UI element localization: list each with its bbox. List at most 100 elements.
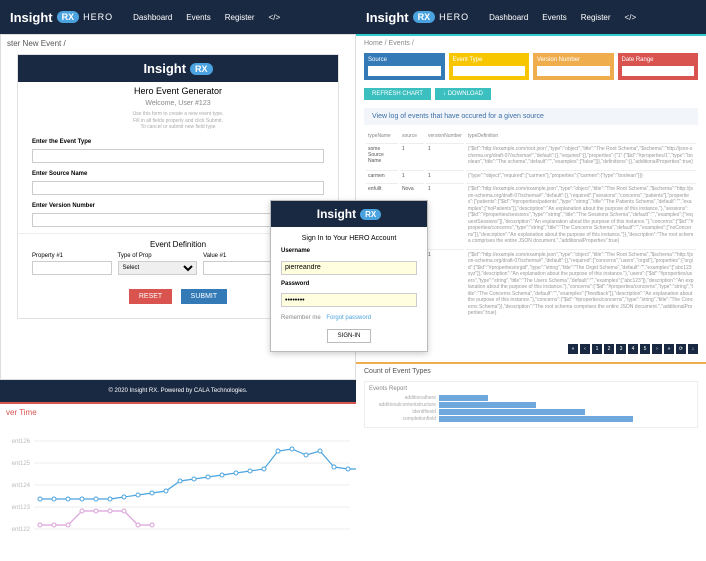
select-type[interactable]: Select [118, 261, 198, 275]
report-bar-row: identifiesid [369, 409, 693, 415]
table-row[interactable]: some Source Name11{"$id":"http://example… [366, 143, 696, 168]
chart-panel: ver Time ent126ent125ent124ent123ent122 [0, 402, 356, 561]
nav-events[interactable]: Events [186, 13, 210, 22]
page-button[interactable]: 3 [616, 344, 626, 354]
line-chart: ent126ent125ent124ent123ent122 [0, 421, 356, 551]
brand-name: Insight [366, 10, 409, 25]
events-report: Events Report additionalhereadditionalco… [364, 381, 698, 428]
filter-select[interactable] [622, 66, 695, 76]
table-row[interactable]: carmen11{"type":"object","required":["ca… [366, 170, 696, 182]
label-type: Type of Prop [118, 253, 198, 259]
page-button[interactable]: » [664, 344, 674, 354]
col-source[interactable]: source [400, 131, 424, 141]
logo: Insight RX HERO [10, 10, 113, 25]
submit-button[interactable]: SUBMIT [181, 289, 227, 304]
filter-row: Source Event Type Version Number Date Ra… [356, 51, 706, 82]
page-button[interactable]: 4 [628, 344, 638, 354]
svg-text:ent126: ent126 [12, 439, 31, 445]
brand-rx-icon: RX [360, 209, 381, 220]
filter-version[interactable]: Version Number [533, 53, 614, 80]
generator-header: Insight RX [18, 55, 338, 82]
filter-event-type[interactable]: Event Type [449, 53, 530, 80]
navbar-left: Insight RX HERO Dashboard Events Registe… [0, 0, 356, 34]
col-def[interactable]: typeDefinition [466, 131, 696, 141]
panel-breadcrumb: ster New Event / [7, 39, 349, 48]
action-row: REFRESH CHART ↓ DOWNLOAD [356, 82, 706, 106]
filter-source[interactable]: Source [364, 53, 445, 80]
brand-rx-icon: RX [190, 63, 213, 75]
count-header: Count of Event Types [356, 362, 706, 379]
svg-text:ent125: ent125 [12, 461, 31, 467]
page-button[interactable]: « [568, 344, 578, 354]
filter-label: Source [368, 57, 441, 63]
filter-select[interactable] [453, 66, 526, 76]
brand-hero: HERO [439, 12, 469, 22]
reset-button[interactable]: RESET [129, 289, 172, 304]
label-password: Password [281, 281, 417, 287]
filter-label: Version Number [537, 57, 610, 63]
filter-label: Event Type [453, 57, 526, 63]
crumb-home[interactable]: Home [364, 40, 383, 47]
nav-register[interactable]: Register [225, 13, 255, 22]
page-button[interactable]: 5 [640, 344, 650, 354]
nav-code[interactable]: </> [625, 13, 637, 22]
input-source-name[interactable] [32, 181, 324, 195]
signin-dialog: Insight RX Sign In to Your HERO Account … [270, 200, 428, 352]
footer: © 2020 Insight RX. Powered by CALA Techn… [0, 380, 356, 402]
crumb-events[interactable]: Events [389, 40, 410, 47]
input-property[interactable] [32, 261, 112, 275]
label-source-name: Enter Source Name [18, 169, 338, 179]
page-button[interactable]: ‹ [580, 344, 590, 354]
brand-rx-icon: RX [57, 11, 80, 23]
navbar-right: Insight RX HERO Dashboard Events Registe… [356, 0, 706, 34]
nav-menu: Dashboard Events Register </> [489, 13, 636, 22]
page-button[interactable]: 1 [592, 344, 602, 354]
page-button[interactable]: ↓ [688, 344, 698, 354]
brand-name: Insight [317, 207, 356, 221]
col-version[interactable]: versionNumber [426, 131, 464, 141]
brand-rx-icon: RX [413, 11, 436, 23]
label-username: Username [281, 248, 417, 254]
report-bar-row: completionfield [369, 416, 693, 422]
input-password[interactable] [281, 293, 417, 307]
signin-button[interactable]: SIGN-IN [327, 329, 372, 343]
svg-text:ent123: ent123 [12, 505, 31, 511]
generator-welcome: Welcome, User #123 [18, 100, 338, 109]
breadcrumb: Home / Events / [356, 36, 706, 51]
filter-label: Date Range [622, 57, 695, 63]
brand-hero: HERO [83, 12, 113, 22]
col-type[interactable]: typeName [366, 131, 398, 141]
download-button[interactable]: ↓ DOWNLOAD [435, 88, 491, 100]
nav-code[interactable]: </> [269, 13, 281, 22]
generator-title: Hero Event Generator [18, 82, 338, 100]
filter-select[interactable] [368, 66, 441, 76]
brand-name: Insight [10, 10, 53, 25]
svg-text:ent124: ent124 [12, 483, 31, 489]
hint-line: To cancel or submit new field type [38, 124, 318, 131]
nav-menu: Dashboard Events Register </> [133, 13, 280, 22]
filter-select[interactable] [537, 66, 610, 76]
input-username[interactable] [281, 261, 417, 275]
report-title: Events Report [369, 386, 693, 394]
generator-hint: Use this form to create a new event type… [18, 109, 338, 137]
page-button[interactable]: 2 [604, 344, 614, 354]
input-event-type[interactable] [32, 149, 324, 163]
remember-label[interactable]: Remember me [281, 315, 321, 321]
nav-dashboard[interactable]: Dashboard [489, 13, 528, 22]
logo: Insight RX HERO [366, 10, 469, 25]
label-property: Property #1 [32, 253, 112, 259]
chart-title: ver Time [0, 404, 356, 421]
nav-dashboard[interactable]: Dashboard [133, 13, 172, 22]
page-button[interactable]: › [652, 344, 662, 354]
page-button[interactable]: ⟳ [676, 344, 686, 354]
forgot-link[interactable]: Forgot password [326, 315, 371, 321]
brand-name: Insight [143, 61, 186, 76]
nav-events[interactable]: Events [542, 13, 566, 22]
report-bar-row: additionalhere [369, 395, 693, 401]
report-bar-row: additionalcontentstructure [369, 402, 693, 408]
signin-header: Insight RX [271, 201, 427, 227]
filter-date-range[interactable]: Date Range [618, 53, 699, 80]
nav-register[interactable]: Register [581, 13, 611, 22]
refresh-button[interactable]: REFRESH CHART [364, 88, 431, 100]
log-header: View log of events that have occured for… [364, 108, 698, 125]
